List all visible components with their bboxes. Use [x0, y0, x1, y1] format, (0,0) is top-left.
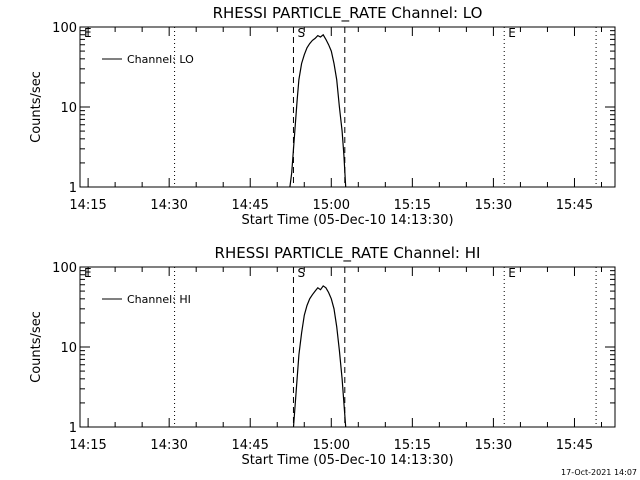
chart-title: RHESSI PARTICLE_RATE Channel: HI	[215, 244, 481, 263]
legend-label: Channel: HI	[127, 293, 191, 306]
y-tick-label: 1	[69, 421, 77, 436]
x-tick-label: 14:45	[231, 438, 268, 453]
timestamp-stamp: 17-Oct-2021 14:07	[561, 468, 637, 477]
x-tick-label: 14:30	[150, 198, 187, 213]
y-axis-label: Counts/sec	[29, 311, 44, 383]
panel-hi: RHESSI PARTICLE_RATE Channel: HI 1 10 100 14…	[29, 244, 616, 468]
legend-label: Channel: LO	[127, 53, 194, 66]
y-tick-label: 1	[69, 181, 77, 196]
x-tick-label: 15:00	[313, 438, 350, 453]
marker-label: S	[297, 266, 305, 280]
x-tick-label: 15:15	[394, 198, 431, 213]
marker-label: E	[508, 26, 516, 40]
x-tick-label: 14:30	[150, 438, 187, 453]
chart-title: RHESSI PARTICLE_RATE Channel: LO	[213, 4, 483, 23]
y-tick-label: 10	[60, 101, 77, 116]
x-tick-label: 14:15	[69, 198, 106, 213]
x-tick-label: 15:45	[556, 438, 593, 453]
plot-frame	[79, 26, 616, 188]
x-tick-label: 15:00	[313, 198, 350, 213]
x-tick-label: 14:15	[69, 438, 106, 453]
marker-label: S	[297, 26, 305, 40]
series-line	[292, 285, 347, 428]
x-tick-label: 15:45	[556, 198, 593, 213]
panel-lo: RHESSI PARTICLE_RATE Channel: LO 1 10 100 14…	[29, 4, 616, 228]
y-axis-label: Counts/sec	[29, 71, 44, 143]
marker-label: E	[508, 266, 516, 280]
y-tick-label: 100	[52, 261, 77, 276]
y-tick-label: 10	[60, 341, 77, 356]
x-tick-label: 14:45	[231, 198, 268, 213]
x-tick-label: 15:30	[475, 438, 512, 453]
x-axis-label: Start Time (05-Dec-10 14:13:30)	[241, 213, 453, 228]
plot-frame	[79, 266, 616, 428]
y-tick-label: 100	[52, 21, 77, 36]
marker-label: E	[84, 26, 92, 40]
series-line	[289, 33, 347, 188]
marker-label: E	[84, 266, 92, 280]
x-tick-label: 15:15	[394, 438, 431, 453]
x-axis-label: Start Time (05-Dec-10 14:13:30)	[241, 453, 453, 468]
x-tick-label: 15:30	[475, 198, 512, 213]
